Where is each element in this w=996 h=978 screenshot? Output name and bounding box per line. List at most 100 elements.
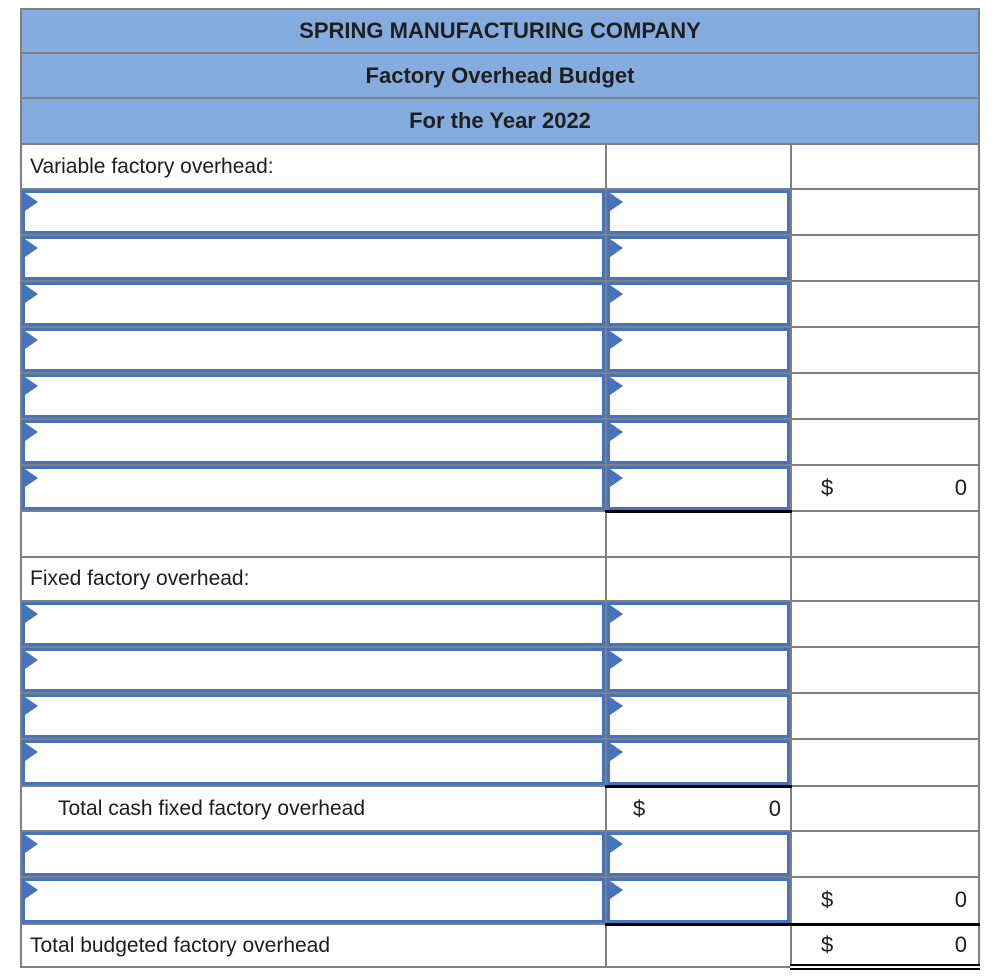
fixed-section-label-row: Fixed factory overhead: [20,556,981,602]
account-dropdown-input[interactable] [23,237,604,279]
amount-dropdown-input[interactable] [608,283,789,325]
fixed-section-label: Fixed factory overhead: [20,556,607,602]
dropdown-caret-icon [610,285,623,303]
amount-dropdown-input[interactable] [608,329,789,371]
variable-amount-cell-7 [605,464,792,513]
empty-cell [789,418,981,466]
empty-cell [789,188,981,236]
account-dropdown-input[interactable] [23,879,604,922]
fixed-amount-cell-4 [605,738,792,788]
empty-cell [789,556,981,602]
total-cash-fixed-value: 0 [768,795,781,821]
total-budgeted-amount-cell: $ 0 [789,923,981,970]
account-dropdown-input[interactable] [23,191,604,233]
dropdown-caret-icon [25,469,38,487]
total-cash-fixed-row: Total cash fixed factory overhead $ 0 [20,785,981,832]
bottom-amount-cell-2 [605,876,792,926]
currency-symbol: $ [821,475,834,500]
empty-cell [789,785,981,832]
variable-amount-cell-5 [605,372,792,420]
amount-dropdown-input[interactable] [608,237,789,279]
fixed-total-row: $ 0 [20,876,981,926]
total-budgeted-row: Total budgeted factory overhead $ 0 [20,923,981,970]
variable-account-cell-2 [20,234,607,282]
fixed-input-row [20,600,981,648]
account-dropdown-input[interactable] [23,649,604,691]
variable-input-row [20,418,981,466]
account-dropdown-input[interactable] [23,695,604,737]
dropdown-caret-icon [610,239,623,257]
dropdown-caret-icon [25,423,38,441]
variable-input-row [20,326,981,374]
total-cash-fixed-label: Total cash fixed factory overhead [20,785,607,832]
dropdown-caret-icon [25,285,38,303]
empty-cell [789,510,981,558]
dropdown-caret-icon [25,881,38,899]
amount-dropdown-input[interactable] [608,741,789,783]
account-dropdown-input[interactable] [23,741,604,784]
fixed-account-cell-1 [20,600,607,648]
empty-cell [789,692,981,740]
fixed-amount-cell-2 [605,646,792,694]
amount-dropdown-input[interactable] [608,879,789,921]
variable-input-row [20,234,981,282]
empty-cell [605,923,792,968]
account-dropdown-input[interactable] [23,329,604,371]
dropdown-caret-icon [610,743,623,761]
amount-dropdown-input[interactable] [608,695,789,737]
fixed-input-row [20,692,981,740]
empty-cell [789,600,981,648]
empty-cell [789,830,981,878]
company-name: SPRING MANUFACTURING COMPANY [19,8,981,54]
total-budgeted-label: Total budgeted factory overhead [20,923,607,968]
variable-section-label-row: Variable factory overhead: [20,143,981,190]
account-dropdown-input[interactable] [23,467,604,509]
fixed-input-row [20,738,981,788]
variable-account-cell-7 [20,464,607,512]
fixed-amount-cell-1 [605,600,792,648]
dropdown-caret-icon [25,605,38,623]
fixed-input-row [20,646,981,694]
header-row-company: SPRING MANUFACTURING COMPANY [19,8,981,54]
variable-input-row [20,372,981,420]
variable-total-row: $ 0 [20,464,981,513]
empty-cell [789,738,981,787]
bottom-account-cell-1 [20,830,607,878]
dropdown-caret-icon [610,651,623,669]
fixed-amount-cell-3 [605,692,792,740]
total-cash-fixed-amount-cell: $ 0 [605,785,792,832]
account-dropdown-input[interactable] [23,603,604,645]
amount-dropdown-input[interactable] [608,833,789,875]
fixed-total-value: 0 [954,887,968,913]
variable-account-cell-4 [20,326,607,374]
bottom-amount-cell-1 [605,830,792,878]
dropdown-caret-icon [610,697,623,715]
amount-dropdown-input[interactable] [608,603,789,645]
fixed-account-cell-3 [20,692,607,740]
fixed-account-cell-2 [20,646,607,694]
bottom-account-cell-2 [20,876,607,925]
header-row-period: For the Year 2022 [19,97,981,145]
amount-dropdown-input[interactable] [608,649,789,691]
empty-cell [605,510,792,558]
report-period: For the Year 2022 [19,97,981,145]
amount-dropdown-input[interactable] [608,375,789,417]
account-dropdown-input[interactable] [23,375,604,417]
variable-input-row [20,280,981,328]
variable-account-cell-3 [20,280,607,328]
amount-dropdown-input[interactable] [608,467,789,508]
amount-dropdown-input[interactable] [608,421,789,463]
dropdown-caret-icon [610,377,623,395]
variable-section-label: Variable factory overhead: [20,143,607,190]
account-dropdown-input[interactable] [23,421,604,463]
account-dropdown-input[interactable] [23,833,604,875]
fixed-account-cell-4 [20,738,607,787]
empty-cell [789,280,981,328]
amount-dropdown-input[interactable] [608,191,789,233]
variable-account-cell-6 [20,418,607,466]
account-dropdown-input[interactable] [23,283,604,325]
empty-cell [789,646,981,694]
variable-amount-cell-1 [605,188,792,236]
dropdown-caret-icon [610,605,623,623]
